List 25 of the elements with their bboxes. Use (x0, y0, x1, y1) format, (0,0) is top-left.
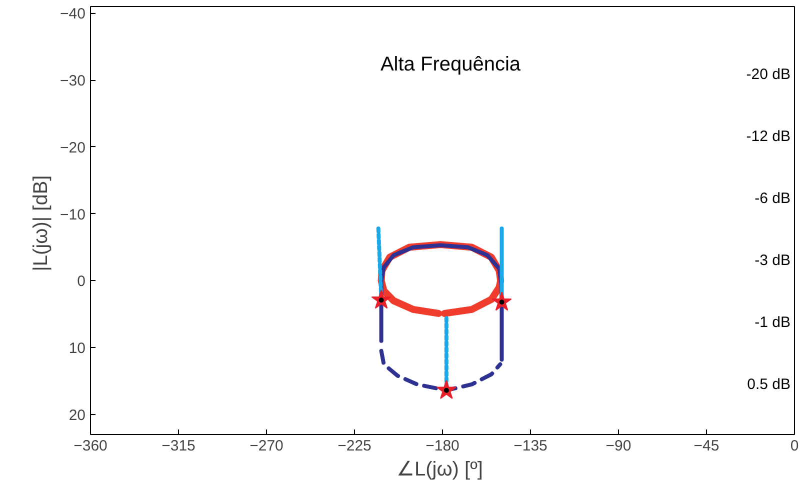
x-tick-label: −225 (338, 438, 372, 454)
annotation: -20 dB (746, 66, 791, 83)
y-tick-label: 20 (68, 406, 86, 424)
x-tick-label: −90 (606, 438, 632, 454)
annotation: -12 dB (746, 128, 791, 145)
annotation: 0.5 dB (747, 376, 791, 393)
x-axis-title: ∠L(jω) [º] (396, 458, 483, 480)
x-tick-label: −45 (694, 438, 720, 454)
y-axis-title: |L(jω)| [dB] (30, 175, 52, 272)
x-tick-label: 0 (790, 438, 799, 454)
x-tick-label: −270 (250, 438, 284, 454)
y-tick-label: −40 (60, 6, 86, 23)
y-tick-label: −30 (60, 72, 86, 90)
x-tick-label: −135 (514, 438, 548, 454)
x-tick-label: −315 (162, 438, 196, 454)
annotation: -3 dB (754, 252, 791, 269)
y-tick-label: 0 (77, 273, 86, 290)
annotation: -6 dB (754, 190, 791, 207)
x-tick-label: −360 (74, 438, 108, 454)
annotation: Alta Frequência (380, 54, 522, 76)
x-tick-label: −180 (426, 438, 460, 454)
y-tick-label: 10 (68, 340, 86, 358)
annotation: -1 dB (754, 314, 791, 331)
y-tick-label: −20 (60, 139, 86, 156)
y-tick-label: −10 (60, 206, 86, 224)
